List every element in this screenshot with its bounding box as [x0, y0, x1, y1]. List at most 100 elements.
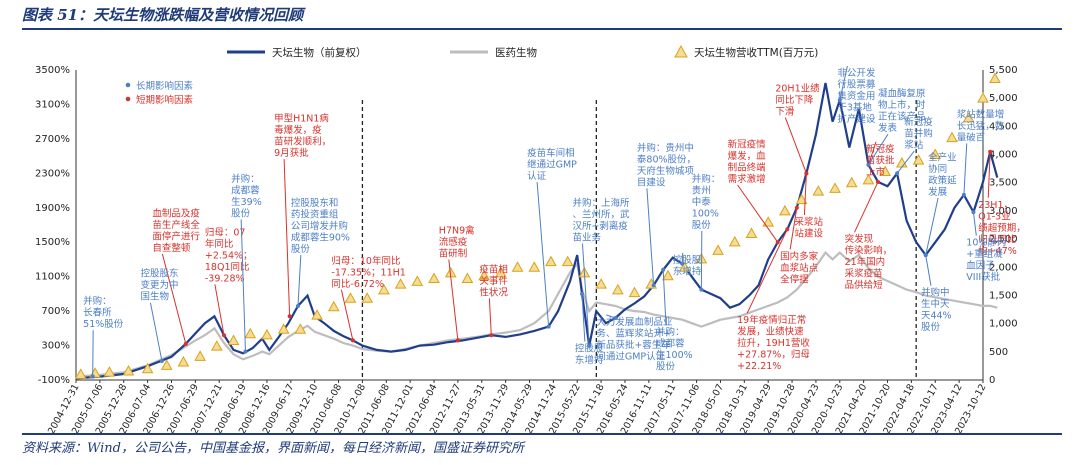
y2-tick-label: 500: [989, 347, 1008, 358]
bottom-rule: [22, 433, 1062, 435]
top-rule: [22, 28, 1062, 30]
annotation-line: 并购：: [231, 173, 260, 185]
annotation-line: 苗研发顺利，: [274, 136, 331, 148]
annotation-anchor: [804, 171, 809, 176]
revenue-point: [141, 362, 154, 374]
annotation-line: 新冠疫: [904, 116, 933, 128]
annotation-pointer: [972, 212, 977, 236]
annotation-line: 继通过GMP: [527, 159, 577, 171]
y-tick-label: -100%: [38, 375, 70, 386]
y2-tick-label: 3,000: [989, 206, 1018, 217]
annotation-anchor: [350, 338, 355, 343]
annotation-anchor: [961, 192, 966, 197]
legend-main-label: 天坛生物（前复权）: [272, 46, 367, 59]
annotation-text: 控股股东变更为中国生物: [140, 268, 178, 303]
annotation-line: 苗生产线全: [152, 219, 200, 231]
annotation-pointer: [803, 173, 807, 216]
annotation-pointer: [240, 219, 246, 352]
annotation-text: 10%静丙+重组凝血因子 VIII获批: [966, 237, 1006, 284]
annotation-pointer: [646, 188, 655, 286]
revenue-point: [628, 286, 641, 298]
annotation-text: 归母：10年同比-17.35%；11H1 同比-6.72%: [331, 255, 405, 290]
y2-tick-label: 3,500: [989, 178, 1018, 189]
annotation-pointer: [662, 269, 667, 326]
annotation-line: 归母：10年同比: [331, 255, 400, 267]
annotation-line: 东增持: [575, 354, 604, 366]
annotation-text: 控股股东增持: [673, 254, 702, 278]
annotation-line: 归母同比: [978, 233, 1016, 245]
annotation-pointer: [784, 117, 807, 174]
annotation-line: 新冠疫情: [728, 139, 767, 151]
annotation-line: 制品终端: [728, 162, 767, 174]
annotation-line: 上市: [866, 166, 886, 178]
annotation-pointer: [854, 181, 879, 233]
annotation-line: 生39%: [231, 196, 262, 208]
annotation-line: 20H1业绩: [775, 83, 820, 95]
annotation-line: 变更为中: [140, 279, 178, 291]
annotation-text: 甲型H1N1病毒爆发，疫苗研发顺利， 9月获批: [274, 113, 331, 159]
annotation-line: 血因子: [966, 260, 995, 272]
legend-peer-label: 医药生物: [495, 46, 537, 59]
annotation-line: 凝血酶复原: [878, 88, 926, 100]
annotation-text: 归母：07 年同比+2.54%； 18Q1同比-39.28%: [205, 226, 253, 284]
annotation-line: 51%股份: [83, 318, 124, 330]
annotation-line: 均+47%: [978, 245, 1017, 257]
annotation-line: 成都蓉: [656, 338, 685, 350]
annotation-pointer: [581, 243, 590, 346]
annotation-line: 药投资重组: [291, 209, 339, 221]
revenue-point: [277, 323, 290, 334]
y2-tick-label: 5,000: [989, 93, 1018, 104]
revenue-point: [779, 204, 791, 216]
annotation-line: 集资金用: [837, 90, 875, 102]
annotation-text: 23H1， Q1-3业绩超预期，归母同比均+47%: [978, 200, 1026, 257]
revenue-point: [327, 300, 340, 312]
annotation-line: 发表: [878, 122, 898, 134]
annotation-line: 协同: [928, 163, 947, 175]
annotation-line: 毒爆发，疫: [274, 124, 322, 136]
annotation-line: 天44%: [921, 311, 952, 322]
revenue-point: [103, 366, 116, 377]
annotation-text: 国内多家血浆站点全停摆: [780, 250, 819, 285]
legend-short-dot: [125, 96, 131, 102]
annotation-text: 新冠疫情爆发，血制品终端需求激增: [728, 139, 767, 186]
annotation-text: 突发现传染影响， 21年国内采浆疫苗品供给短: [845, 233, 893, 291]
annotation-line: 并购：贵州中: [637, 142, 694, 154]
annotation-pointer: [789, 207, 798, 250]
main-series-line: [75, 82, 999, 380]
annotation-line: 全产业: [928, 151, 957, 163]
annotation-text: 疫苗车间相继通过GMP 认证: [527, 147, 577, 182]
annotation-text: 并购：成都蓉生100%股份: [656, 326, 693, 373]
annotation-pointer: [868, 133, 889, 165]
annotation-line: 疫苗相: [479, 263, 508, 275]
annotation-text: 血制品及疫苗生产线全面停产进行自查整顿: [152, 207, 200, 254]
annotation-line: 贵州: [692, 184, 711, 196]
annotation-anchor: [988, 149, 993, 154]
annotation-text: 凝血酶复原物上市，时正在该产品发表: [878, 88, 926, 135]
annotation-line: 并购中: [921, 287, 950, 299]
annotation-line: 18Q1同比: [205, 261, 250, 273]
annotation-anchor: [546, 324, 551, 329]
annotation-pointer: [283, 159, 291, 317]
annotation-line: 认证: [527, 170, 547, 182]
revenue-point: [977, 92, 989, 103]
annotation-pointer: [746, 229, 788, 314]
annotation-line: 自查整顿: [152, 242, 191, 254]
annotation-line: 泰80%股份，: [637, 153, 696, 165]
y-tick-label: 700%: [41, 306, 70, 317]
annotation-line: 100%: [692, 208, 719, 219]
annotation-line: 并购：: [692, 173, 721, 185]
annotation-pointer: [987, 151, 991, 198]
annotation-anchor: [587, 343, 592, 348]
annotation-line: -17.35%；11H1: [331, 267, 405, 278]
annotation-line: 量破百: [957, 131, 986, 143]
annotation-text: 控股股东和药投资重组公司增发并购成都蓉生90%股份: [291, 197, 350, 255]
annotation-text: 浆站数量增长迅猛，数量破百: [957, 108, 1005, 143]
annotation-line: 19年疫情归正常: [737, 314, 806, 326]
annotation-anchor: [613, 316, 618, 320]
revenue-point: [795, 193, 808, 205]
annotation-line: VIII获批: [966, 271, 1000, 283]
revenue-point: [528, 261, 541, 272]
annotation-line: 面停产进行: [152, 230, 200, 242]
annotation-anchor: [243, 349, 248, 354]
annotation-text: 并购：长春所 51%股份: [83, 295, 124, 330]
